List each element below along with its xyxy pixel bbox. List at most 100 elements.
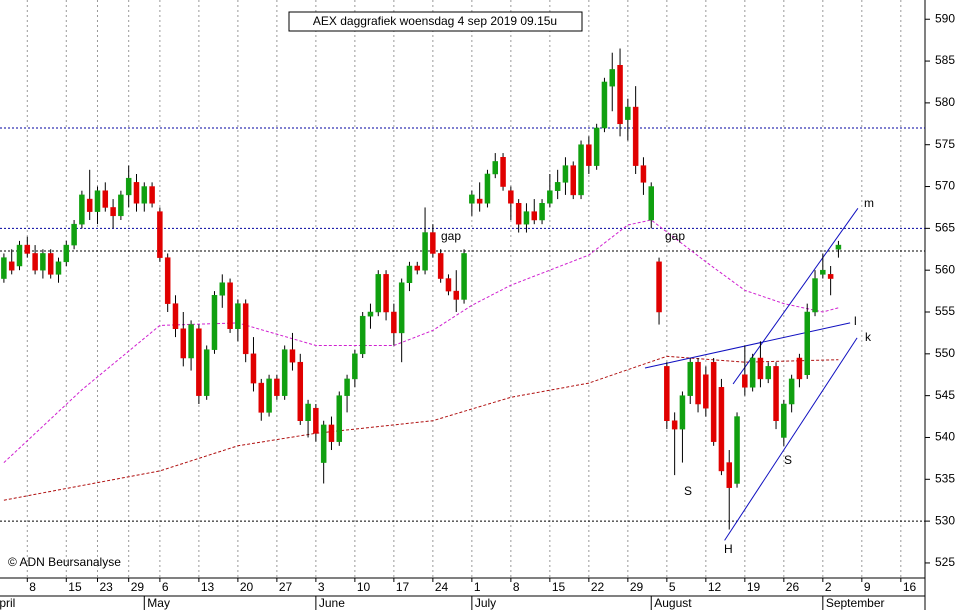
candle-body <box>476 198 483 204</box>
candle-body <box>469 194 475 204</box>
candle-body <box>531 211 538 221</box>
candle-body <box>804 311 810 375</box>
candle-body <box>414 265 421 271</box>
y-tick-label: 550 <box>935 346 955 360</box>
candle-body <box>71 223 77 246</box>
candle-body <box>383 274 389 313</box>
annotation: l <box>854 314 857 328</box>
candle-body <box>617 64 623 125</box>
x-tick-label: 26 <box>786 580 800 594</box>
candle-body <box>172 303 179 329</box>
y-tick-label: 555 <box>935 304 955 318</box>
candle-body <box>219 282 226 296</box>
candle-body <box>188 324 194 359</box>
month-label: September <box>826 596 885 610</box>
source: © ADN Beursanalyse <box>8 555 121 569</box>
candle-body <box>812 278 818 313</box>
x-tick-label: 5 <box>669 580 676 594</box>
candle-body <box>445 278 452 292</box>
y-tick-label: 540 <box>935 430 955 444</box>
candle-body <box>734 416 740 484</box>
candle-body <box>492 161 499 175</box>
candle-body <box>742 374 748 388</box>
candle-body <box>554 182 561 191</box>
candle-body <box>196 328 202 396</box>
annotation: m <box>864 196 874 210</box>
trend-line <box>644 322 851 369</box>
y-tick-label: 545 <box>935 388 955 402</box>
candle-body <box>757 357 764 380</box>
candle-body <box>281 349 288 396</box>
y-tick-label: 560 <box>935 262 955 276</box>
candle-body <box>344 378 350 396</box>
x-tick-label: 27 <box>279 580 293 594</box>
candle-body <box>570 165 577 196</box>
moving-average <box>3 219 839 463</box>
x-tick-label: 29 <box>630 580 644 594</box>
x-tick-label: 19 <box>747 580 761 594</box>
candle-body <box>149 186 155 204</box>
candle-body <box>710 361 717 442</box>
y-tick-label: 575 <box>935 137 955 151</box>
month-label: July <box>475 596 496 610</box>
candle-body <box>625 106 631 120</box>
x-tick-label: 3 <box>318 580 325 594</box>
y-tick-label: 535 <box>935 471 955 485</box>
candle-body <box>24 244 31 254</box>
x-tick-label: 8 <box>29 580 36 594</box>
candle-body <box>118 194 124 217</box>
month-label: August <box>654 596 692 610</box>
candle-body <box>835 244 842 250</box>
candle-body <box>398 282 405 334</box>
candle-body <box>461 253 467 300</box>
candle-body <box>352 353 358 380</box>
x-tick-label: 23 <box>99 580 113 594</box>
candle-body <box>359 315 366 355</box>
candle-body <box>687 361 693 396</box>
annotation: gap <box>665 229 685 243</box>
candle-body <box>453 290 460 300</box>
month-label: May <box>147 596 170 610</box>
candle-body <box>320 424 327 463</box>
candle-body <box>32 253 38 271</box>
candle-body <box>726 462 732 488</box>
candle-body <box>79 194 85 225</box>
candle-body <box>375 274 382 313</box>
x-tick-label: 22 <box>591 580 605 594</box>
candle-body <box>16 244 23 267</box>
x-tick-label: 20 <box>240 580 254 594</box>
annotation: H <box>724 542 733 556</box>
candle-body <box>671 420 678 430</box>
candle-body <box>110 207 116 217</box>
candle-body <box>749 357 756 388</box>
candle-body <box>586 144 592 166</box>
candle-body <box>235 303 241 329</box>
candle-body <box>305 403 311 421</box>
candle-body <box>765 366 771 380</box>
candle-body <box>609 69 615 87</box>
candle-body <box>157 211 163 258</box>
candle-body <box>500 157 506 187</box>
x-tick-label: 16 <box>903 580 917 594</box>
y-tick-label: 590 <box>935 11 955 25</box>
candle-body <box>125 177 132 196</box>
candle-body <box>562 165 569 183</box>
candle-body <box>656 261 662 313</box>
x-tick-label: 12 <box>708 580 722 594</box>
candle-body <box>695 361 701 405</box>
x-tick-label: 6 <box>162 580 169 594</box>
candle-body <box>164 257 171 304</box>
candle-body <box>8 261 15 271</box>
candle-body <box>508 190 514 204</box>
candle-body <box>289 349 296 363</box>
candle-body <box>242 303 249 355</box>
candle-body <box>437 253 444 279</box>
candle-body <box>827 274 834 279</box>
x-tick-label: 1 <box>474 580 481 594</box>
x-tick-label: 17 <box>396 580 410 594</box>
annotation: S <box>684 484 692 498</box>
y-tick-label: 570 <box>935 179 955 193</box>
candle-body <box>266 378 272 413</box>
candle-body <box>40 253 46 271</box>
candle-body <box>141 186 148 204</box>
